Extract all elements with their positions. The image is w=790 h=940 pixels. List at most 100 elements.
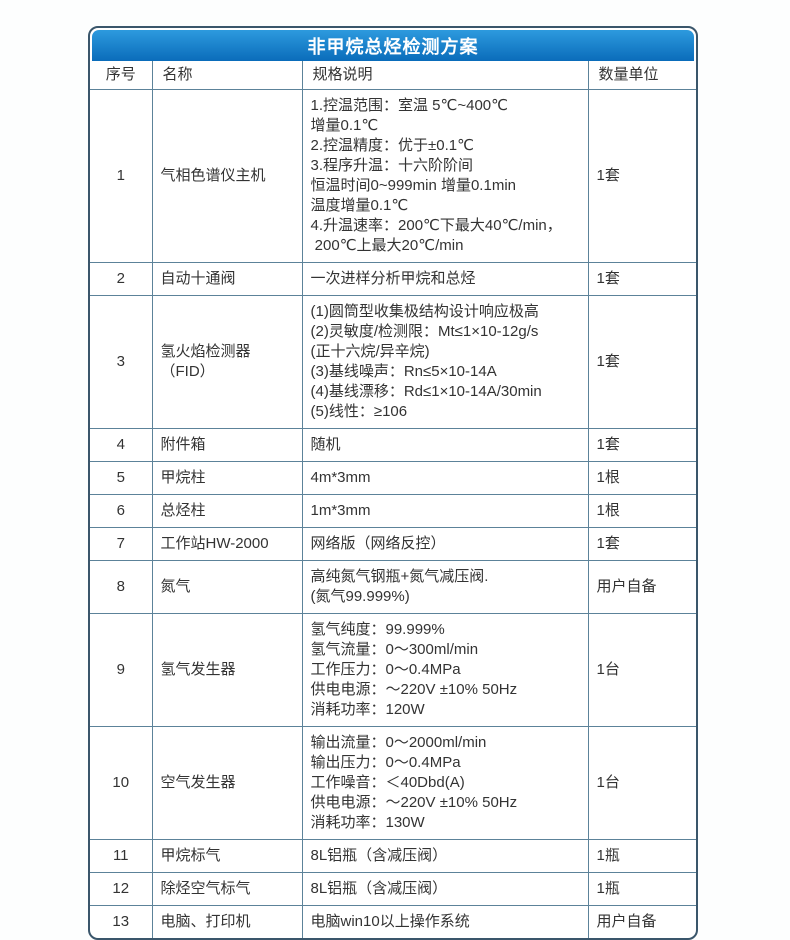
cell-no: 12 (90, 872, 153, 906)
cell-qty: 1根 (587, 494, 696, 528)
cell-spec: 8L铝瓶（含减压阀） (301, 872, 589, 906)
cell-name: 电脑、打印机 (151, 905, 303, 938)
table-row: 9 氢气发生器 氢气纯度：99.999% 氢气流量：0～300ml/min 工作压力：0… (90, 613, 696, 727)
cell-name: 工作站HW-2000 (151, 527, 303, 561)
cell-qty: 1套 (587, 527, 696, 561)
spec-line: 输出流量：0～2000ml/min (310, 734, 487, 751)
spec-line: 网络版（网络反控） (310, 535, 446, 552)
spec-line: 1.控温范围：室温 5℃~400℃ (310, 97, 509, 114)
cell-name: 附件箱 (151, 428, 303, 462)
spec-line: 供电电源：～220V ±10% 50Hz (310, 681, 518, 698)
spec-line: 2.控温精度：优于±0.1℃ (310, 137, 474, 154)
cell-qty: 用户自备 (587, 905, 696, 938)
spec-line: 消耗功率：120W (310, 701, 425, 718)
spec-line: 高纯氮气钢瓶+氮气减压阀. (310, 568, 489, 585)
cell-no: 7 (90, 527, 153, 561)
cell-no: 4 (90, 428, 153, 462)
spec-line: 供电电源：～220V ±10% 50Hz (310, 794, 518, 811)
spec-line: 工作噪音：＜40Dbd(A) (310, 774, 465, 791)
table-row: 4 附件箱 随机 1套 (90, 428, 696, 462)
cell-qty: 1套 (587, 262, 696, 296)
spec-line: 4.升温速率：200℃下最大40℃/min， (310, 217, 562, 234)
spec-line: 随机 (310, 436, 341, 453)
cell-spec: 电脑win10以上操作系统 (301, 905, 589, 938)
cell-qty: 1瓶 (587, 872, 696, 906)
table-row: 5 甲烷柱 4m*3mm 1根 (90, 461, 696, 495)
cell-spec: 一次进样分析甲烷和总烃 (301, 262, 589, 296)
cell-qty: 1根 (587, 461, 696, 495)
cell-spec: (1)圆筒型收集极结构设计响应极高 (2)灵敏度/检测限：Mt≤1×10-12g/… (301, 295, 589, 429)
table-row: 10 空气发生器 输出流量：0～2000ml/min 输出压力：0～0.4MPa 工作噪… (90, 726, 696, 840)
spec-table: 序号 名称 规格说明 数量单位 1 气相色谱仪主机 1.控温范围：室温 5℃~400… (90, 60, 696, 938)
spec-line: 1m*3mm (310, 502, 371, 519)
spec-line: (4)基线漂移：Rd≤1×10-14A/30min (310, 383, 542, 400)
table-row: 6 总烃柱 1m*3mm 1根 (90, 494, 696, 528)
cell-no: 10 (90, 726, 153, 840)
table-body: 1 气相色谱仪主机 1.控温范围：室温 5℃~400℃ 增量0.1℃ 2.控温精度：优于… (90, 89, 696, 938)
spec-line: (5)线性：≥106 (310, 403, 408, 420)
spec-line: 输出压力：0～0.4MPa (310, 754, 461, 771)
cell-spec: 4m*3mm (301, 461, 589, 495)
spec-line: (氮气99.999%) (310, 588, 410, 605)
cell-no: 13 (90, 905, 153, 938)
table-row: 1 气相色谱仪主机 1.控温范围：室温 5℃~400℃ 增量0.1℃ 2.控温精度：优于… (90, 89, 696, 263)
table-row: 11 甲烷标气 8L铝瓶（含减压阀） 1瓶 (90, 839, 696, 873)
spec-line: 增量0.1℃ (310, 117, 379, 134)
spec-line: (3)基线噪声：Rn≤5×10-14A (310, 363, 497, 380)
cell-name: 自动十通阀 (151, 262, 303, 296)
cell-name: 甲烷标气 (151, 839, 303, 873)
spec-line: 一次进样分析甲烷和总烃 (310, 270, 476, 287)
cell-no: 6 (90, 494, 153, 528)
spec-line: (2)灵敏度/检测限：Mt≤1×10-12g/s (310, 323, 539, 340)
table-row: 2 自动十通阀 一次进样分析甲烷和总烃 1套 (90, 262, 696, 296)
cell-name: 除烃空气标气 (151, 872, 303, 906)
cell-name: 气相色谱仪主机 (151, 89, 303, 263)
cell-no: 8 (90, 560, 153, 614)
cell-no: 3 (90, 295, 153, 429)
cell-spec: 1m*3mm (301, 494, 589, 528)
spec-line: 温度增量0.1℃ (310, 197, 409, 214)
cell-no: 1 (90, 89, 153, 263)
spec-line: 8L铝瓶（含减压阀） (310, 880, 448, 897)
spec-line: 消耗功率：130W (310, 814, 425, 831)
spec-line: (正十六烷/异辛烷) (310, 343, 430, 360)
spec-line: 4m*3mm (310, 469, 371, 486)
cell-qty: 1台 (587, 613, 696, 727)
page-title: 非甲烷总烃检测方案 (92, 30, 694, 61)
spec-line: 电脑win10以上操作系统 (310, 913, 470, 930)
cell-qty: 1台 (587, 726, 696, 840)
spec-line: 工作压力：0～0.4MPa (310, 661, 461, 678)
spec-line: 恒温时间0~999min 增量0.1min (310, 177, 517, 194)
spec-line: 8L铝瓶（含减压阀） (310, 847, 448, 864)
cell-spec: 8L铝瓶（含减压阀） (301, 839, 589, 873)
cell-no: 11 (90, 839, 153, 873)
cell-no: 2 (90, 262, 153, 296)
cell-no: 9 (90, 613, 153, 727)
cell-spec: 网络版（网络反控） (301, 527, 589, 561)
cell-name: 氢气发生器 (151, 613, 303, 727)
cell-name: 氮气 (151, 560, 303, 614)
table-row: 8 氮气 高纯氮气钢瓶+氮气减压阀. (氮气99.999%) 用户自备 (90, 560, 696, 614)
cell-qty: 1瓶 (587, 839, 696, 873)
table-row: 12 除烃空气标气 8L铝瓶（含减压阀） 1瓶 (90, 872, 696, 906)
cell-name: 空气发生器 (151, 726, 303, 840)
table-header-row: 序号 名称 规格说明 数量单位 (90, 60, 696, 90)
table-row: 13 电脑、打印机 电脑win10以上操作系统 用户自备 (90, 905, 696, 938)
col-header-spec: 规格说明 (301, 60, 589, 90)
col-header-no: 序号 (90, 60, 153, 90)
cell-spec: 1.控温范围：室温 5℃~400℃ 增量0.1℃ 2.控温精度：优于±0.1℃ 3.程… (301, 89, 589, 263)
table-row: 7 工作站HW-2000 网络版（网络反控） 1套 (90, 527, 696, 561)
spec-line: (1)圆筒型收集极结构设计响应极高 (310, 303, 539, 320)
cell-spec: 输出流量：0～2000ml/min 输出压力：0～0.4MPa 工作噪音：＜40Db… (301, 726, 589, 840)
cell-qty: 用户自备 (587, 560, 696, 614)
spec-line: 氢气纯度：99.999% (310, 621, 445, 638)
table-row: 3 氢火焰检测器（FID） (1)圆筒型收集极结构设计响应极高 (2)灵敏度/检测限：… (90, 295, 696, 429)
cell-no: 5 (90, 461, 153, 495)
col-header-qty: 数量单位 (587, 60, 696, 90)
cell-qty: 1套 (587, 295, 696, 429)
cell-qty: 1套 (587, 428, 696, 462)
cell-name: 总烃柱 (151, 494, 303, 528)
cell-name: 氢火焰检测器（FID） (151, 295, 303, 429)
cell-spec: 随机 (301, 428, 589, 462)
cell-name: 甲烷柱 (151, 461, 303, 495)
